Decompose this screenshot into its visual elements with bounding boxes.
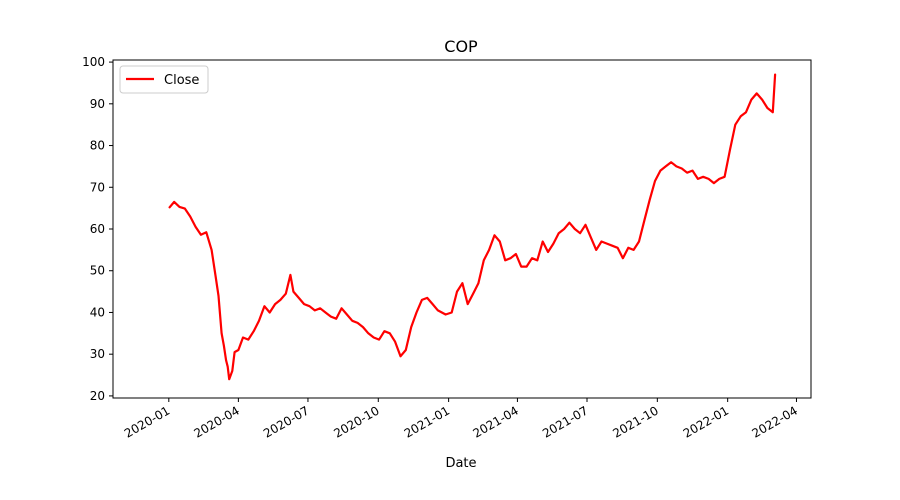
legend: Close bbox=[119, 65, 209, 94]
legend-label: Close bbox=[164, 73, 199, 88]
y-tick-label: 30 bbox=[90, 347, 105, 361]
y-tick-label: 100 bbox=[82, 55, 105, 69]
y-axis: 20 30 40 50 60 70 80 90 100 bbox=[82, 55, 113, 403]
x-axis-title: Date bbox=[445, 456, 476, 471]
y-tick-label: 20 bbox=[90, 389, 105, 403]
y-tick-label: 40 bbox=[90, 305, 105, 319]
y-tick-label: 50 bbox=[90, 264, 105, 278]
y-tick-label: 90 bbox=[90, 97, 105, 111]
y-tick-label: 70 bbox=[90, 180, 105, 194]
series-line-close bbox=[168, 73, 777, 381]
y-tick-label: 60 bbox=[90, 222, 105, 236]
chart-title: COP bbox=[444, 37, 478, 56]
plot-area bbox=[168, 73, 777, 381]
y-tick-label: 80 bbox=[90, 139, 105, 153]
legend-box bbox=[119, 65, 209, 94]
